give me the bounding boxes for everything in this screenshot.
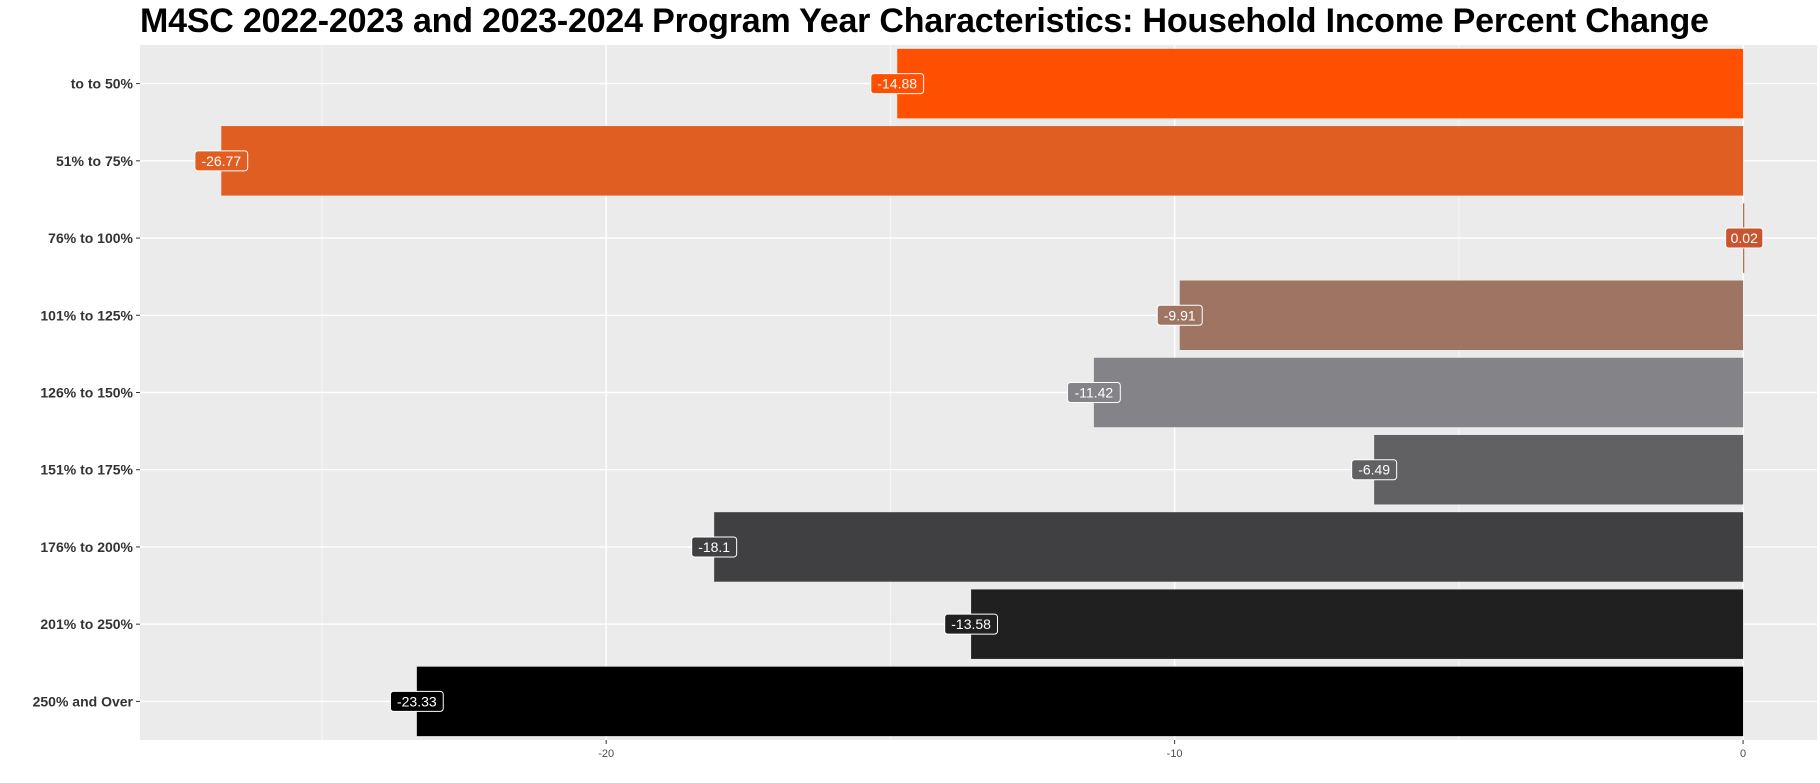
x-tick-label-3: 0 xyxy=(1740,748,1746,760)
bar-1 xyxy=(897,48,1744,119)
y-tick-label-9: 250% and Over xyxy=(33,693,134,709)
data-label-box-9 xyxy=(389,690,444,712)
data-labels: -14.88 -26.77 0.02 -9.91 -11.42 -6.49 -18.1 -13… xyxy=(194,73,1764,712)
data-label-3: 0.02 xyxy=(1731,230,1758,246)
data-label-6: -6.49 xyxy=(1358,462,1390,478)
data-label-box-7 xyxy=(691,536,738,558)
data-label-8: -13.58 xyxy=(951,616,991,632)
data-label-box-4 xyxy=(1156,304,1203,326)
y-tick-label-5: 126% to 150% xyxy=(40,385,133,401)
data-label-1: -14.88 xyxy=(877,76,917,92)
data-label-box-2 xyxy=(194,150,249,172)
data-label-9: -23.33 xyxy=(397,693,437,709)
x-tick-label-2: -10 xyxy=(1167,748,1183,760)
data-label-box-6 xyxy=(1351,459,1398,481)
data-label-box-8 xyxy=(944,613,999,635)
y-tick-label-7: 176% to 200% xyxy=(40,539,133,555)
bar-5 xyxy=(1093,357,1744,428)
bar-9 xyxy=(416,666,1744,737)
data-label-2: -26.77 xyxy=(201,153,241,169)
x-axis: -20 -10 0 xyxy=(598,740,1746,760)
bar-6 xyxy=(1374,434,1744,505)
bar-7 xyxy=(714,512,1744,582)
data-label-box-3 xyxy=(1725,227,1764,249)
bar-4 xyxy=(1179,280,1744,351)
data-label-5: -11.42 xyxy=(1075,385,1114,401)
data-label-box-1 xyxy=(870,73,925,95)
data-label-7: -18.1 xyxy=(698,539,730,555)
data-label-box-5 xyxy=(1067,382,1121,403)
y-tick-label-6: 151% to 175% xyxy=(40,462,133,478)
bars xyxy=(221,48,1745,737)
y-tick-label-4: 101% to 125% xyxy=(40,307,133,323)
y-tick-label-2: 51% to 75% xyxy=(56,153,134,169)
y-tick-label-1: to to 50% xyxy=(71,76,134,92)
y-tick-label-8: 201% to 250% xyxy=(40,616,133,632)
chart-title: M4SC 2022-2023 and 2023-2024 Program Yea… xyxy=(140,2,1709,40)
bar-8 xyxy=(971,589,1744,659)
data-label-4: -9.91 xyxy=(1164,307,1196,323)
y-axis: to to 50% 51% to 75% 76% to 100% 101% to 12… xyxy=(33,76,140,709)
x-tick-label-1: -20 xyxy=(598,748,614,760)
bar-2 xyxy=(221,126,1744,196)
y-tick-label-3: 76% to 100% xyxy=(48,230,133,246)
